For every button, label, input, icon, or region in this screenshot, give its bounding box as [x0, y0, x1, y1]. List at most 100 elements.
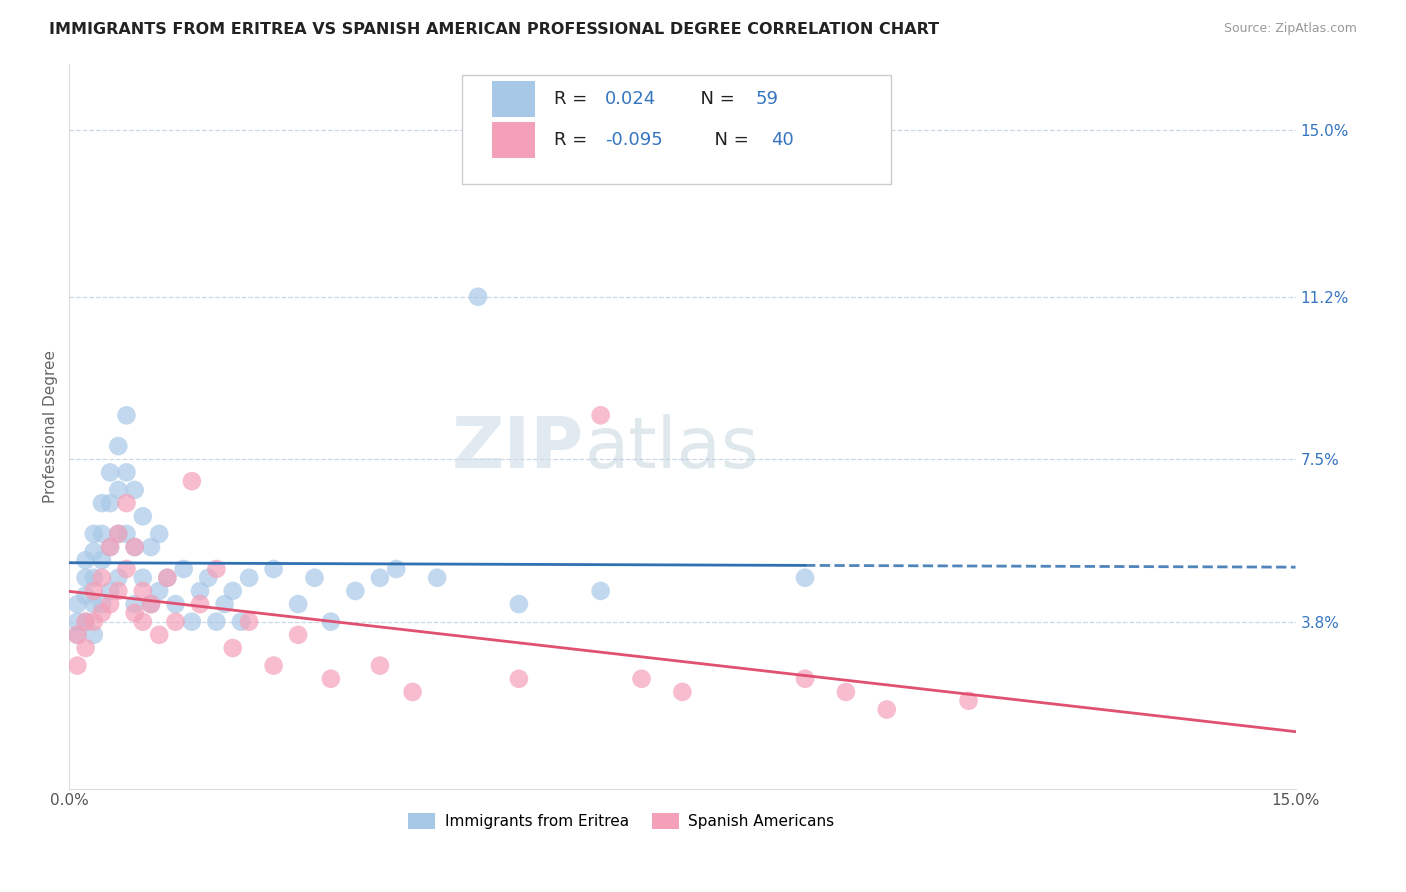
Point: [98, 583, 121, 598]
Point: [188, 583, 211, 598]
Point: [139, 540, 162, 554]
Legend: Immigrants from Eritrea, Spanish Americans: Immigrants from Eritrea, Spanish America…: [402, 807, 841, 835]
Point: [75, 615, 97, 629]
Point: [83, 628, 105, 642]
Point: [75, 615, 97, 629]
Point: [876, 702, 898, 716]
Point: [132, 509, 155, 524]
Point: [98, 496, 121, 510]
Point: [319, 672, 342, 686]
Point: [344, 583, 367, 598]
Point: [156, 571, 179, 585]
Point: [508, 597, 530, 611]
Point: [222, 583, 245, 598]
Bar: [492, 80, 536, 117]
Point: [83, 544, 105, 558]
Point: [75, 588, 97, 602]
Point: [90, 527, 112, 541]
Point: [148, 583, 170, 598]
Point: [124, 483, 146, 497]
Point: [630, 672, 652, 686]
Text: ZIP: ZIP: [453, 414, 585, 483]
Point: [188, 597, 211, 611]
Text: Source: ZipAtlas.com: Source: ZipAtlas.com: [1223, 22, 1357, 36]
Point: [794, 571, 817, 585]
Point: [589, 583, 612, 598]
Point: [83, 583, 105, 598]
Point: [165, 597, 187, 611]
Text: 0.024: 0.024: [605, 90, 657, 108]
Text: R =: R =: [554, 131, 593, 149]
Point: [124, 540, 146, 554]
Point: [115, 527, 138, 541]
Point: [304, 571, 326, 585]
Text: R =: R =: [554, 90, 593, 108]
Point: [107, 583, 129, 598]
Text: 59: 59: [756, 90, 779, 108]
Point: [263, 562, 285, 576]
Point: [124, 597, 146, 611]
Point: [115, 409, 138, 423]
Point: [115, 562, 138, 576]
Point: [214, 597, 236, 611]
Point: [671, 685, 693, 699]
Point: [139, 597, 162, 611]
Point: [197, 571, 219, 585]
Point: [66, 628, 89, 642]
Point: [835, 685, 858, 699]
Point: [205, 562, 228, 576]
Point: [98, 540, 121, 554]
Point: [180, 474, 202, 488]
Point: [107, 439, 129, 453]
Point: [287, 628, 309, 642]
Point: [75, 640, 97, 655]
Y-axis label: Professional Degree: Professional Degree: [44, 350, 58, 503]
Point: [90, 571, 112, 585]
Point: [90, 553, 112, 567]
Point: [124, 540, 146, 554]
Point: [107, 527, 129, 541]
Point: [90, 597, 112, 611]
Point: [165, 615, 187, 629]
Point: [75, 553, 97, 567]
Point: [98, 540, 121, 554]
Point: [139, 597, 162, 611]
Point: [229, 615, 252, 629]
Point: [66, 597, 89, 611]
Point: [238, 615, 260, 629]
Point: [107, 483, 129, 497]
Point: [124, 606, 146, 620]
Point: [180, 615, 202, 629]
Point: [238, 571, 260, 585]
Text: IMMIGRANTS FROM ERITREA VS SPANISH AMERICAN PROFESSIONAL DEGREE CORRELATION CHAR: IMMIGRANTS FROM ERITREA VS SPANISH AMERI…: [49, 22, 939, 37]
Point: [205, 615, 228, 629]
Point: [66, 628, 89, 642]
Text: 40: 40: [770, 131, 793, 149]
Point: [957, 694, 980, 708]
Point: [66, 658, 89, 673]
Point: [385, 562, 408, 576]
Text: N =: N =: [689, 90, 740, 108]
Point: [368, 571, 391, 585]
Point: [107, 527, 129, 541]
Point: [148, 527, 170, 541]
Point: [98, 466, 121, 480]
Text: -0.095: -0.095: [605, 131, 662, 149]
Point: [83, 571, 105, 585]
Point: [401, 685, 423, 699]
Point: [222, 640, 245, 655]
Point: [156, 571, 179, 585]
Point: [263, 658, 285, 673]
Point: [83, 597, 105, 611]
Point: [467, 290, 489, 304]
Point: [173, 562, 195, 576]
Point: [115, 466, 138, 480]
Point: [115, 496, 138, 510]
Point: [83, 615, 105, 629]
Text: atlas: atlas: [585, 414, 759, 483]
Point: [66, 615, 89, 629]
Point: [90, 606, 112, 620]
Point: [368, 658, 391, 673]
Point: [132, 571, 155, 585]
Point: [426, 571, 449, 585]
